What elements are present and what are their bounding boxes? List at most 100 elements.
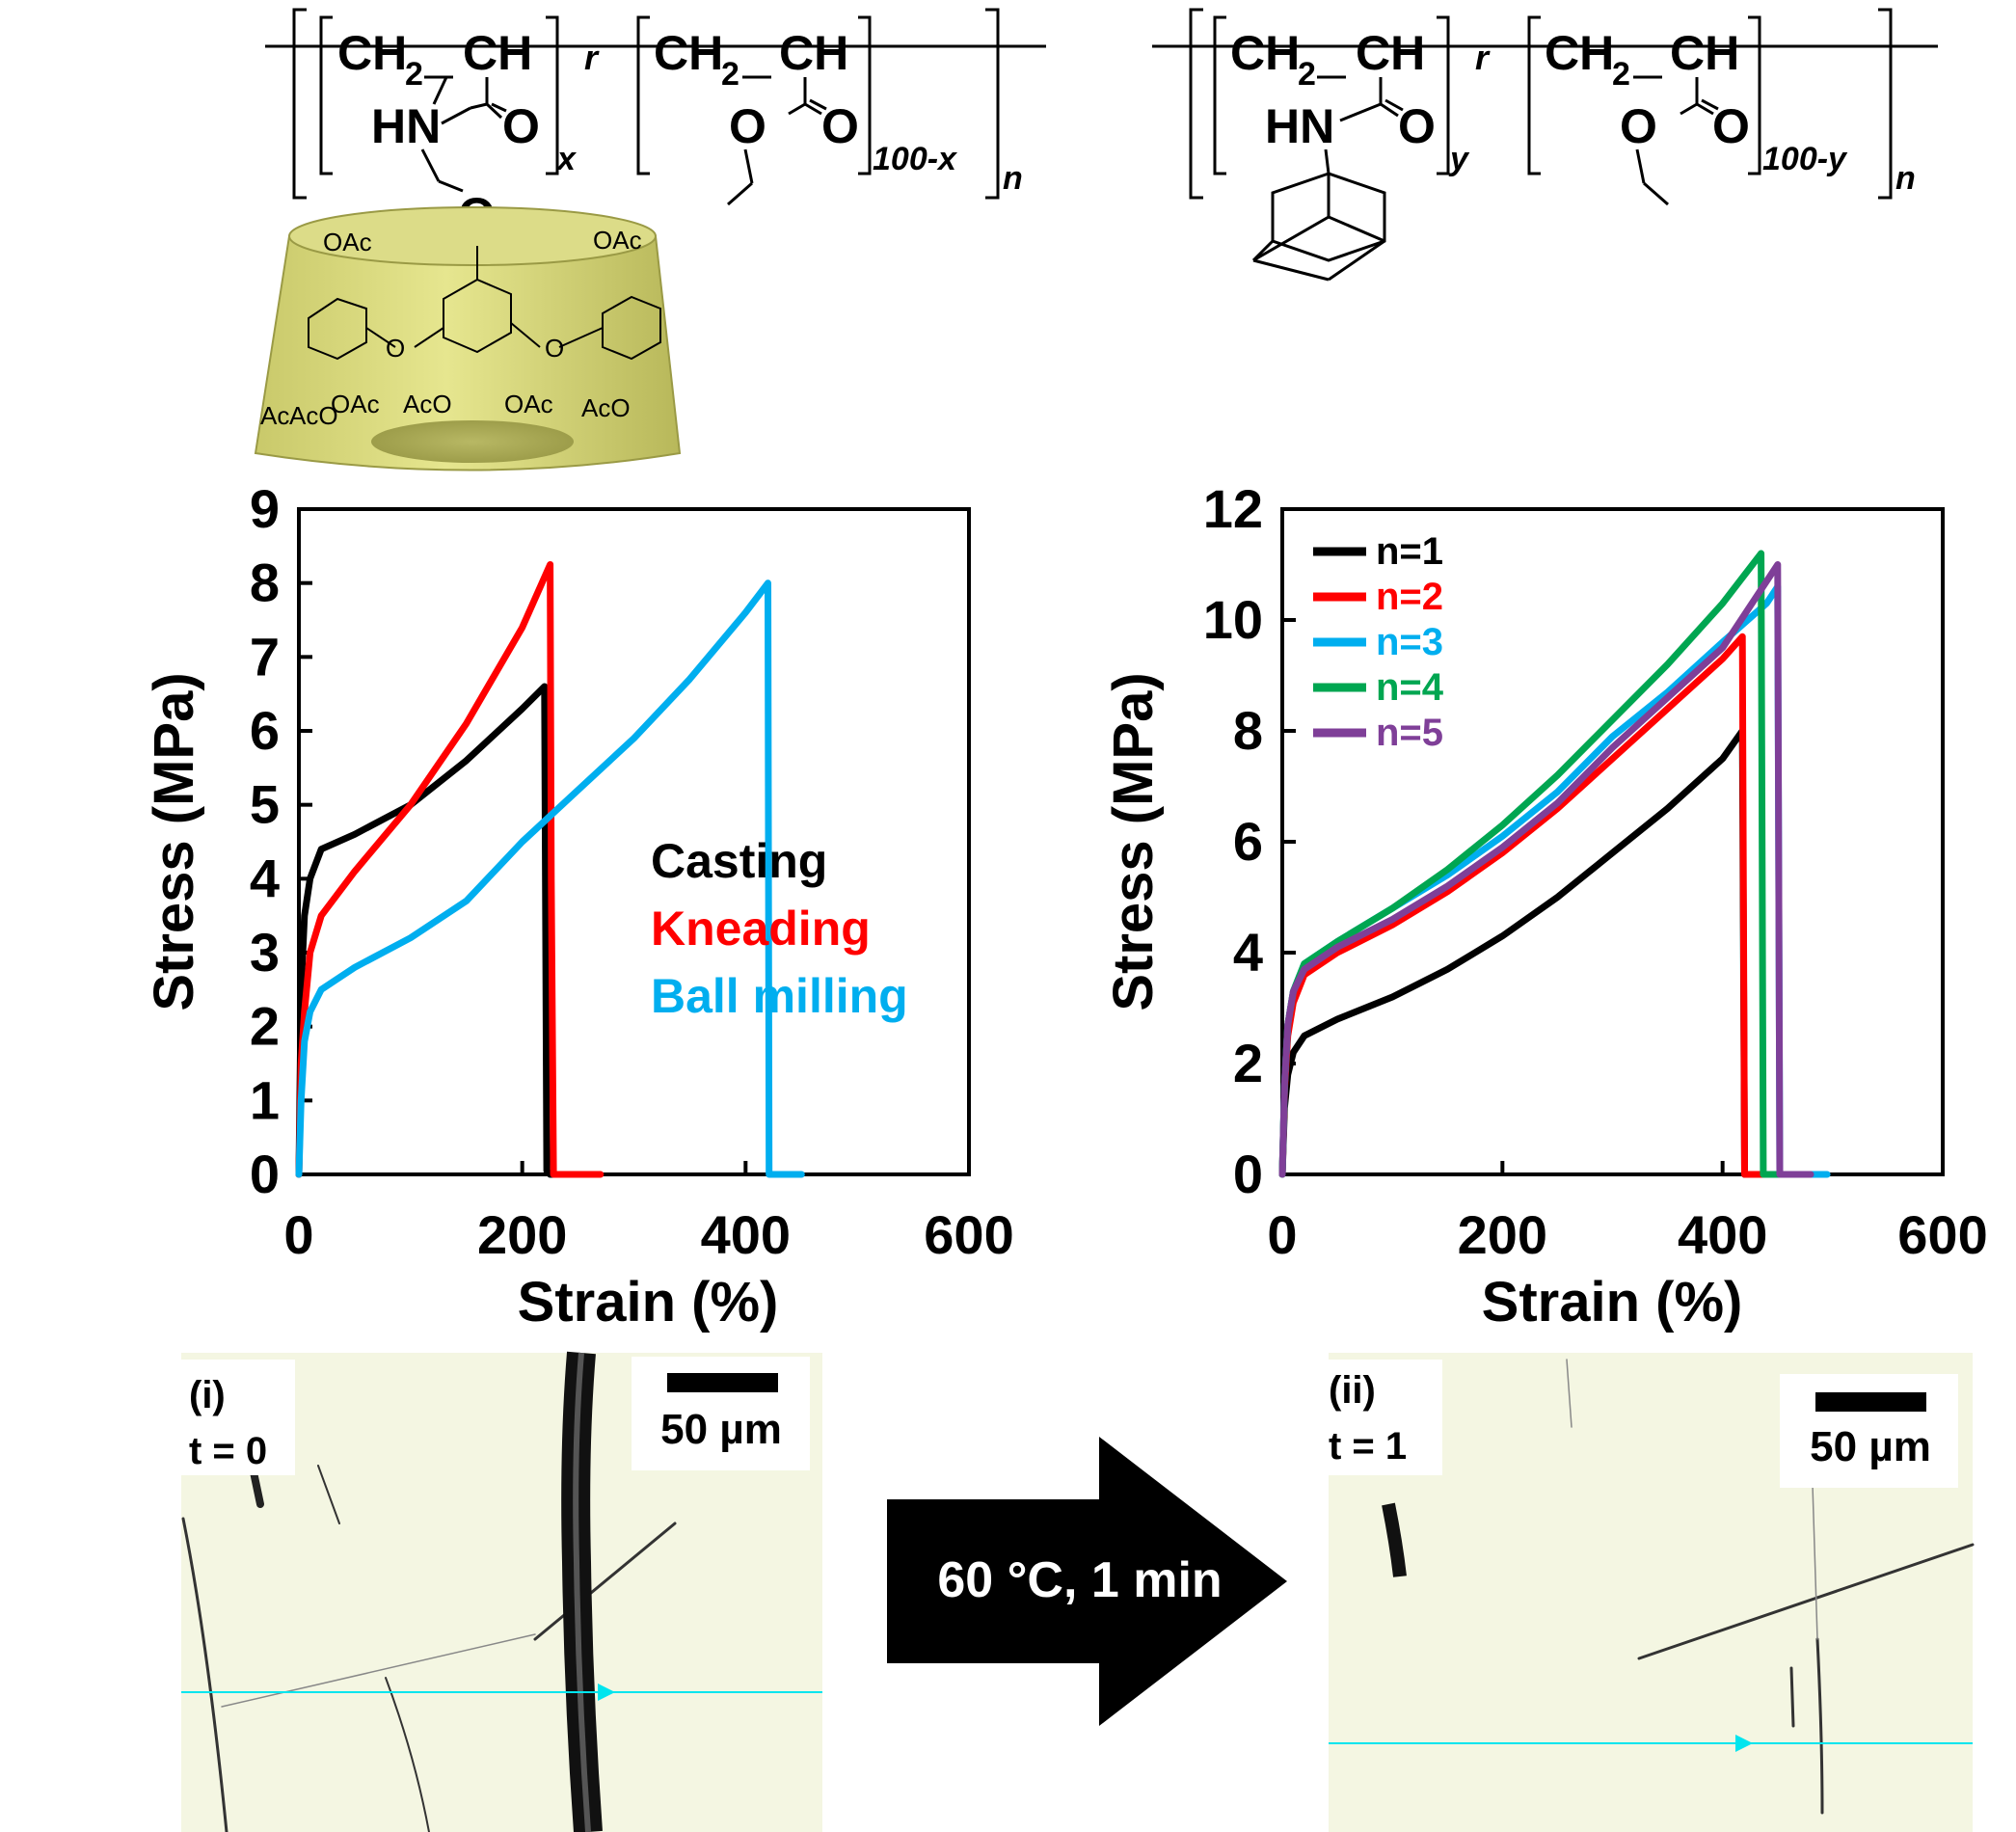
glycosidic-o-2: O bbox=[545, 334, 564, 363]
guide-arrow-icon bbox=[598, 1684, 615, 1701]
oac-label-3: OAc bbox=[331, 390, 380, 418]
series-line-n-5 bbox=[1278, 561, 1814, 1178]
y-axis-label-2: Stress (MPa) bbox=[1102, 672, 1165, 1010]
y-tick-label: 2 bbox=[1233, 1033, 1263, 1093]
y-tick-label: 6 bbox=[250, 700, 280, 761]
defect-mark bbox=[1382, 1502, 1407, 1577]
r-ch-label: CH bbox=[1356, 26, 1425, 80]
r-carbonyl-o-label: O bbox=[1398, 99, 1436, 153]
r-n-subscript: n bbox=[1895, 160, 1916, 197]
legend-label-casting: Casting bbox=[651, 834, 827, 888]
y-tick-label: 3 bbox=[250, 922, 280, 983]
right-arrow-icon bbox=[887, 1437, 1287, 1726]
x-tick-label: 200 bbox=[477, 1204, 567, 1265]
r-random-r-label: r bbox=[1475, 38, 1491, 77]
y-tick-label: 8 bbox=[1233, 700, 1263, 761]
oac-label-2: OAc bbox=[593, 226, 642, 255]
y-axis-label: Stress (MPa) bbox=[143, 672, 205, 1010]
r-ch2-subscript: 2 bbox=[1298, 56, 1316, 93]
y-tick-label: 1 bbox=[250, 1069, 280, 1130]
glycosidic-o-1: O bbox=[386, 334, 405, 363]
label-box-i bbox=[181, 1360, 295, 1475]
y-subscript: y bbox=[1448, 141, 1470, 177]
hn-label: HN bbox=[371, 99, 441, 153]
r-hn-label: HN bbox=[1265, 99, 1334, 153]
scalebar-label-i: 50 µm bbox=[660, 1406, 782, 1453]
ch-label: CH bbox=[463, 26, 532, 80]
y-tick-label: 10 bbox=[1203, 589, 1263, 650]
r-ch2-label-2: CH bbox=[1545, 26, 1614, 80]
legend-label-n-1: n=1 bbox=[1376, 530, 1443, 573]
series-line-ball-milling bbox=[295, 579, 805, 1178]
scalebar-i bbox=[667, 1373, 778, 1392]
series-line-casting bbox=[295, 683, 593, 1178]
aco-label-1: AcO bbox=[289, 401, 338, 430]
x-tick-label: 0 bbox=[1267, 1204, 1297, 1265]
y-tick-label: 9 bbox=[250, 478, 280, 539]
ac-label: Ac bbox=[260, 401, 289, 430]
stress-strain-chart-cycles: 0 2 4 6 8 10 12 0 200 400 600 Stress (MPa) Strain… bbox=[1102, 478, 1988, 1334]
x-tick-label: 400 bbox=[701, 1204, 791, 1265]
ch2-label: CH bbox=[337, 26, 407, 80]
time-label-t1: t = 1 bbox=[1329, 1425, 1407, 1468]
legend-label-kneading: Kneading bbox=[651, 902, 871, 956]
series-line-n-2 bbox=[1278, 633, 1782, 1178]
series-line-n-4 bbox=[1278, 550, 1792, 1178]
y-tick-label: 7 bbox=[250, 626, 280, 687]
y-tick-label: 4 bbox=[250, 848, 280, 908]
y-tick-label: 12 bbox=[1203, 478, 1263, 539]
legend-label-n-4: n=4 bbox=[1376, 666, 1444, 709]
legend-label-n-5: n=5 bbox=[1376, 712, 1443, 754]
ester-carbonyl-o-label: O bbox=[821, 99, 859, 153]
x-subscript: x bbox=[555, 141, 578, 177]
series-line-kneading bbox=[295, 561, 605, 1178]
aco-label-2: AcO bbox=[403, 390, 452, 418]
plot-frame bbox=[297, 507, 971, 1176]
legend-label-ball-milling: Ball milling bbox=[651, 969, 908, 1023]
label-box-ii bbox=[1329, 1360, 1442, 1475]
panel-label-ii: (ii) bbox=[1329, 1369, 1376, 1412]
ch2-subscript-2: 2 bbox=[721, 56, 739, 93]
carbonyl-o-label: O bbox=[502, 99, 540, 153]
x-tick-label: 400 bbox=[1678, 1204, 1767, 1265]
r-ch-label-2: CH bbox=[1670, 26, 1739, 80]
100-y-subscript: 100-y bbox=[1762, 141, 1848, 177]
cyclodextrin-cone: OAc OAc Ac AcO OAc AcO OAc AcO O O bbox=[254, 206, 682, 471]
100-x-subscript: 100-x bbox=[873, 141, 958, 177]
y-tick-label: 4 bbox=[1233, 922, 1263, 983]
time-label-t0: t = 0 bbox=[189, 1430, 267, 1472]
x-tick-label: 600 bbox=[924, 1204, 1013, 1265]
legend-label-n-3: n=3 bbox=[1376, 621, 1443, 663]
y-tick-label: 8 bbox=[250, 552, 280, 613]
oac-label-4: OAc bbox=[504, 390, 553, 418]
r-ch2-subscript-2: 2 bbox=[1612, 56, 1630, 93]
ch2-label-2: CH bbox=[654, 26, 723, 80]
x-axis-label-2: Strain (%) bbox=[1482, 1271, 1743, 1334]
y-tick-label: 5 bbox=[250, 774, 280, 835]
micrograph-t0: (i) t = 0 50 µm bbox=[181, 1351, 822, 1832]
panel-label-i: (i) bbox=[189, 1374, 226, 1416]
x-tick-label: 600 bbox=[1897, 1204, 1987, 1265]
r-ch2-label: CH bbox=[1230, 26, 1300, 80]
x-axis-label: Strain (%) bbox=[518, 1271, 779, 1334]
ch-label-2: CH bbox=[779, 26, 848, 80]
legend-label-n-2: n=2 bbox=[1376, 576, 1443, 618]
arrow-condition-label: 60 °C, 1 min bbox=[937, 1552, 1222, 1608]
y-tick-label: 2 bbox=[250, 996, 280, 1057]
right-polymer-structure: CH 2 CH HN O r y CH 2 CH O O bbox=[1152, 8, 1938, 282]
r-ester-o-label: O bbox=[1620, 99, 1657, 153]
ch2-subscript: 2 bbox=[405, 56, 423, 93]
ester-o-label: O bbox=[729, 99, 766, 153]
micrograph-t1: (ii) t = 1 50 µm bbox=[1329, 1353, 1975, 1832]
x-tick-label: 0 bbox=[283, 1204, 313, 1265]
y-tick-label: 0 bbox=[1233, 1144, 1263, 1204]
n-subscript: n bbox=[1003, 160, 1023, 197]
random-r-label: r bbox=[584, 38, 600, 77]
scalebar-label-ii: 50 µm bbox=[1810, 1423, 1931, 1470]
adamantane-icon bbox=[1251, 148, 1386, 282]
process-arrow: 60 °C, 1 min bbox=[887, 1437, 1287, 1726]
guide-arrow-icon-2 bbox=[1735, 1735, 1753, 1752]
scalebar-ii bbox=[1815, 1392, 1926, 1412]
left-polymer-structure: CH 2 CH HN O r x O CH 2 CH O O 100-x n bbox=[265, 8, 1046, 242]
